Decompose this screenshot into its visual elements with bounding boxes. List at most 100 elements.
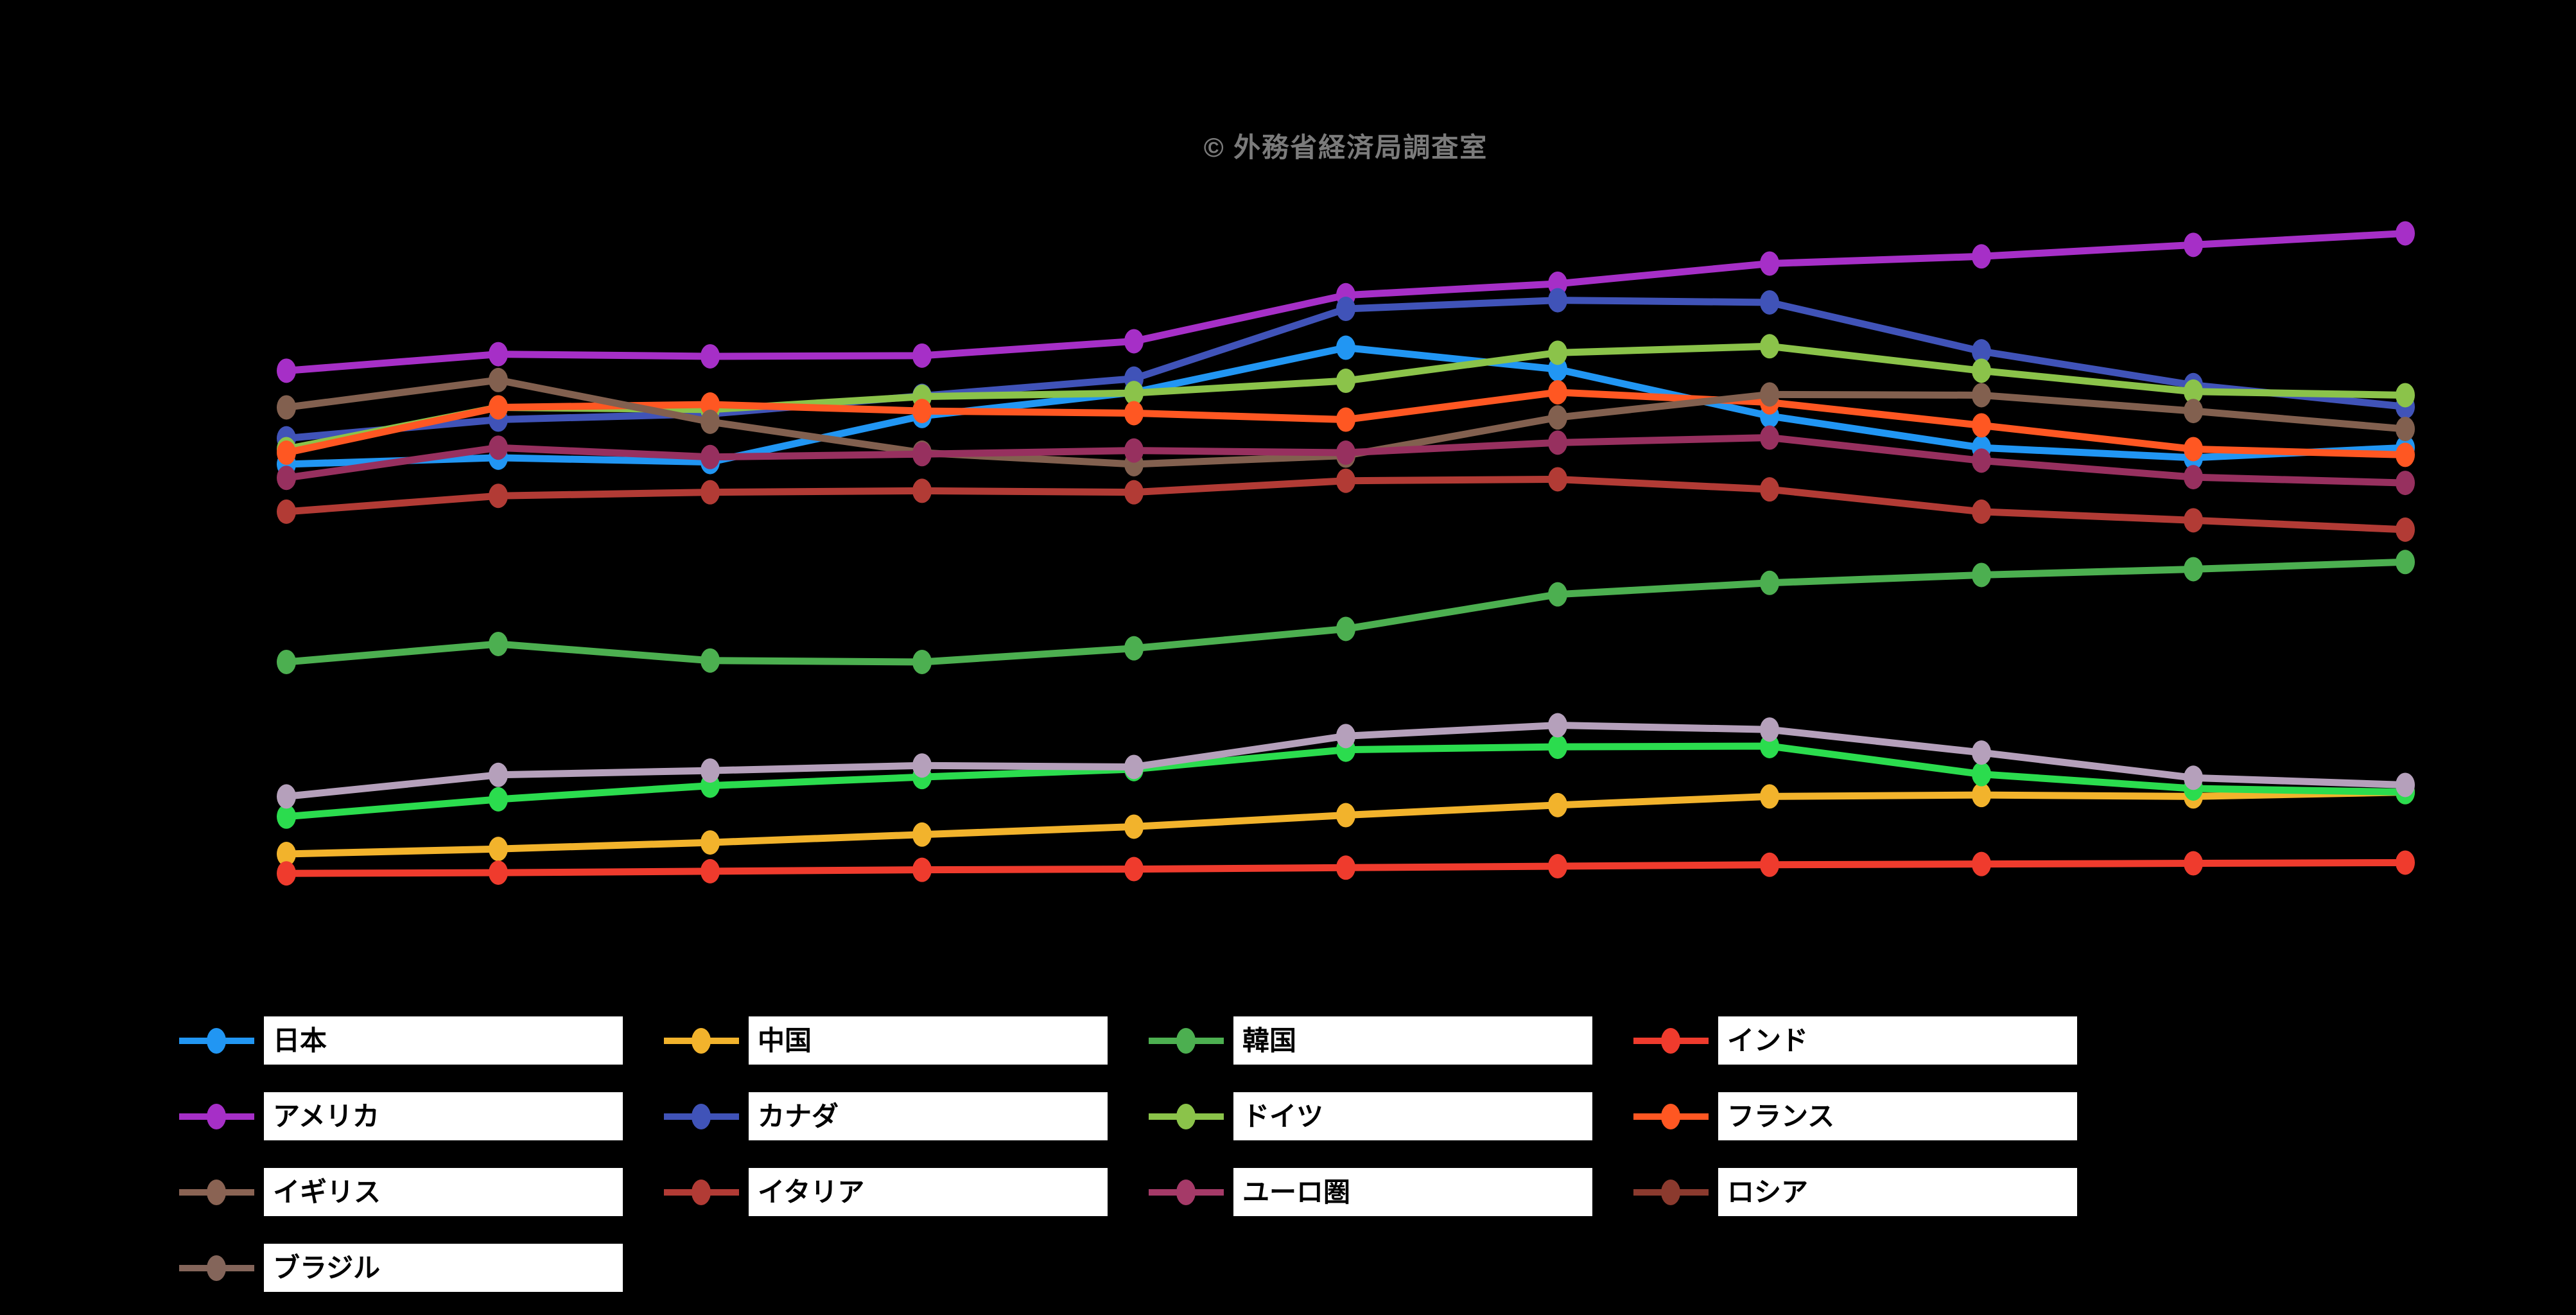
legend-label-box: ロシア — [1718, 1168, 2077, 1216]
series-point-10-1 — [489, 435, 508, 460]
legend-swatch-icon — [1149, 1168, 1224, 1216]
legend-label: インド — [1727, 1025, 1809, 1056]
series-point-1-1 — [489, 837, 508, 862]
series-point-10-4 — [1124, 438, 1144, 463]
series-point-5-7 — [1760, 290, 1779, 315]
legend-label: アメリカ — [273, 1101, 379, 1131]
series-point-9-1 — [489, 483, 508, 509]
legend-swatch-icon — [179, 1168, 254, 1216]
series-point-6-5 — [1336, 369, 1355, 394]
series-point-7-4 — [1124, 401, 1144, 426]
legend-swatch-icon — [664, 1168, 739, 1216]
legend-label: フランス — [1727, 1101, 1835, 1131]
series-point-6-4 — [1124, 381, 1144, 406]
series-point-6-9 — [2184, 379, 2203, 404]
series-point-9-3 — [912, 478, 932, 503]
series-point-4-4 — [1124, 329, 1144, 354]
series-point-12-7 — [1760, 717, 1779, 742]
series-point-10-6 — [1548, 430, 1567, 455]
series-point-12-1 — [489, 762, 508, 787]
series-point-10-5 — [1336, 440, 1355, 466]
series-point-8-1 — [489, 367, 508, 392]
series-point-9-7 — [1760, 477, 1779, 502]
series-point-2-9 — [2184, 557, 2203, 582]
series-point-3-7 — [1760, 852, 1779, 877]
series-point-8-9 — [2184, 399, 2203, 424]
legend-swatch-icon — [664, 1016, 739, 1065]
legend-label: 日本 — [273, 1025, 327, 1056]
series-point-10-8 — [1972, 448, 1991, 473]
series-point-12-0 — [277, 784, 296, 809]
legend-marker-dot — [207, 1180, 226, 1205]
series-point-3-10 — [2396, 850, 2415, 875]
series-point-2-0 — [277, 649, 296, 674]
series-point-12-2 — [701, 758, 720, 783]
series-point-3-1 — [489, 860, 508, 885]
series-point-1-4 — [1124, 814, 1144, 839]
series-point-7-8 — [1972, 413, 1991, 438]
legend-swatch-icon — [1149, 1092, 1224, 1140]
series-point-4-0 — [277, 358, 296, 383]
series-point-6-7 — [1760, 334, 1779, 359]
legend-label: ユーロ圏 — [1242, 1177, 1351, 1207]
legend-label: ドイツ — [1242, 1101, 1324, 1131]
series-point-6-6 — [1548, 340, 1567, 365]
series-line-2 — [283, 558, 2409, 666]
series-point-2-1 — [489, 631, 508, 656]
series-point-3-9 — [2184, 851, 2203, 876]
legend-label: ブラジル — [273, 1253, 381, 1283]
series-point-4-2 — [701, 344, 720, 369]
series-point-2-8 — [1972, 562, 1991, 588]
series-point-8-6 — [1548, 405, 1567, 430]
series-point-1-5 — [1336, 803, 1355, 828]
series-point-9-4 — [1124, 480, 1144, 505]
series-point-9-9 — [2184, 508, 2203, 533]
legend-label: 韓国 — [1242, 1025, 1297, 1056]
series-point-7-3 — [912, 399, 932, 424]
series-point-1-7 — [1760, 784, 1779, 809]
series-point-5-6 — [1548, 288, 1567, 313]
series-point-7-0 — [277, 440, 296, 466]
series-point-2-4 — [1124, 636, 1144, 661]
series-point-4-3 — [912, 343, 932, 368]
legend-marker-dot — [1176, 1180, 1196, 1205]
series-point-1-0 — [277, 842, 296, 866]
series-point-8-10 — [2396, 417, 2415, 442]
series-point-10-9 — [2184, 465, 2203, 490]
series-point-9-2 — [701, 480, 720, 505]
legend-marker-dot — [1661, 1104, 1680, 1129]
series-point-1-2 — [701, 830, 720, 855]
legend-marker-dot — [692, 1180, 711, 1205]
series-point-3-8 — [1972, 851, 1991, 876]
series-point-10-7 — [1760, 425, 1779, 450]
series-point-11-6 — [1548, 735, 1567, 760]
series-point-11-0 — [277, 804, 296, 829]
legend-label: イタリア — [758, 1177, 865, 1207]
series-point-2-10 — [2396, 550, 2415, 575]
series-point-6-8 — [1972, 358, 1991, 383]
series-point-2-2 — [701, 648, 720, 673]
series-point-8-0 — [277, 395, 296, 420]
legend-swatch-icon — [179, 1016, 254, 1065]
legend-swatch-icon — [1149, 1016, 1224, 1065]
series-point-4-7 — [1760, 251, 1779, 276]
series-point-1-6 — [1548, 792, 1567, 817]
series-point-12-5 — [1336, 724, 1355, 749]
legend-label: 中国 — [758, 1025, 812, 1056]
legend-label: イギリス — [273, 1177, 381, 1207]
series-point-12-10 — [2396, 772, 2415, 797]
legend-marker-dot — [692, 1028, 711, 1054]
legend-label: ロシア — [1727, 1177, 1809, 1207]
series-point-11-8 — [1972, 762, 1991, 787]
series-point-3-5 — [1336, 855, 1355, 880]
series-point-9-10 — [2396, 517, 2415, 542]
series-point-3-4 — [1124, 857, 1144, 882]
series-point-10-0 — [277, 466, 296, 491]
legend-marker-dot — [1176, 1104, 1196, 1129]
series-point-12-3 — [912, 753, 932, 778]
series-point-10-2 — [701, 444, 720, 469]
series-point-10-10 — [2396, 471, 2415, 496]
legend-label-box: ドイツ — [1233, 1092, 1592, 1140]
